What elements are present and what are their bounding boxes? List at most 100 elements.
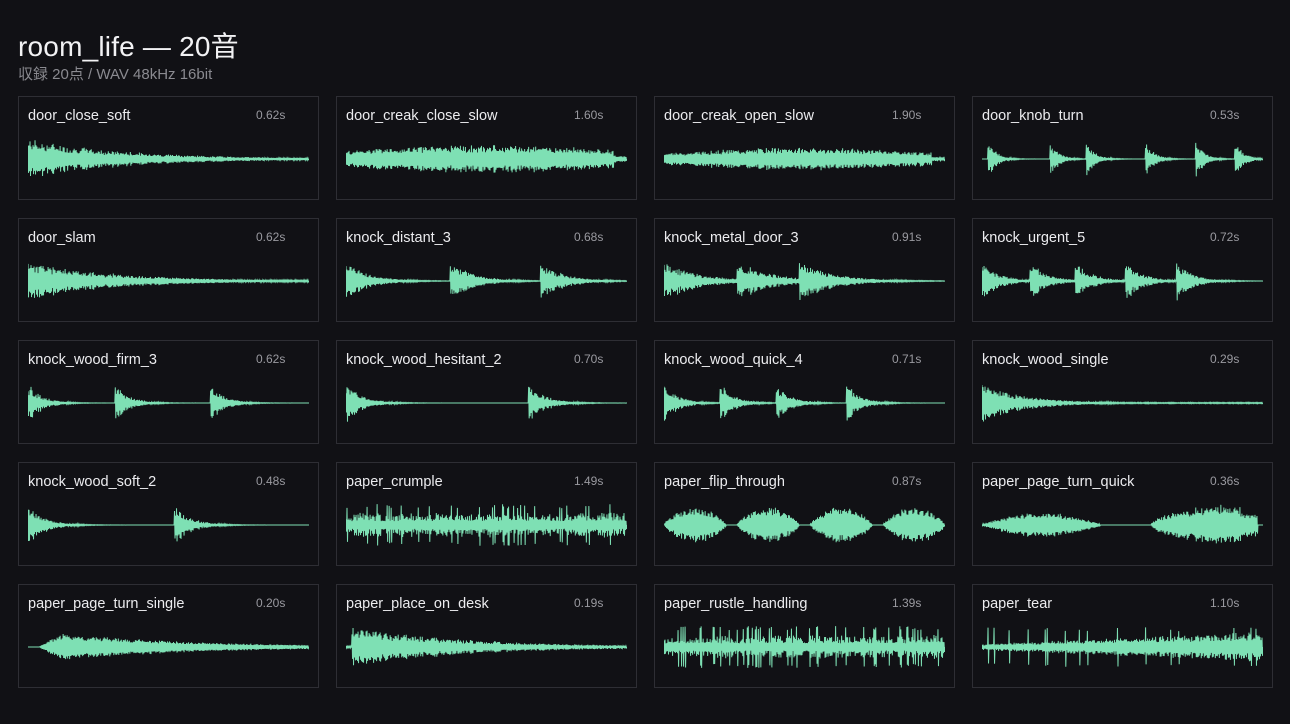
- sound-name: knock_metal_door_3: [664, 230, 799, 246]
- waveform-trace: [982, 627, 1263, 667]
- sound-duration: 0.62s: [256, 108, 286, 122]
- sound-card[interactable]: paper_crumple 1.49s: [336, 462, 637, 566]
- waveform: [346, 627, 627, 666]
- sound-card[interactable]: door_knob_turn 0.53s: [972, 96, 1273, 200]
- waveform-trace: [346, 627, 627, 666]
- sound-duration: 0.87s: [892, 474, 922, 488]
- waveform-trace: [28, 633, 309, 660]
- sound-card[interactable]: door_slam 0.62s: [18, 218, 319, 322]
- sound-card[interactable]: door_creak_close_slow 1.60s: [336, 96, 637, 200]
- sound-name: paper_place_on_desk: [346, 596, 489, 612]
- waveform: [346, 504, 627, 546]
- sound-duration: 0.29s: [1210, 352, 1240, 366]
- waveform-trace: [664, 386, 945, 421]
- waveform: [664, 386, 945, 421]
- sound-name: paper_flip_through: [664, 474, 785, 490]
- sound-name: door_knob_turn: [982, 108, 1084, 124]
- sound-card[interactable]: paper_flip_through 0.87s: [654, 462, 955, 566]
- sound-name: door_close_soft: [28, 108, 131, 124]
- sound-name: knock_wood_soft_2: [28, 474, 157, 490]
- waveform: [346, 265, 627, 298]
- sound-card[interactable]: door_close_soft 0.62s: [18, 96, 319, 200]
- sound-name: knock_urgent_5: [982, 230, 1086, 246]
- sound-name: door_slam: [28, 230, 96, 246]
- sound-duration: 0.72s: [1210, 230, 1240, 244]
- sound-duration: 1.90s: [892, 108, 922, 122]
- waveform-trace: [346, 504, 627, 546]
- sound-duration: 1.39s: [892, 596, 922, 610]
- sound-card[interactable]: paper_tear 1.10s: [972, 584, 1273, 688]
- sound-duration: 0.20s: [256, 596, 286, 610]
- sound-card[interactable]: paper_place_on_desk 0.19s: [336, 584, 637, 688]
- waveform-trace: [982, 385, 1263, 422]
- sound-duration: 0.62s: [256, 352, 286, 366]
- waveform: [982, 627, 1263, 667]
- sound-card[interactable]: knock_metal_door_3 0.91s: [654, 218, 955, 322]
- waveform: [664, 263, 945, 300]
- sound-name: knock_distant_3: [346, 230, 451, 246]
- waveform-trace: [664, 147, 945, 171]
- sound-name: paper_page_turn_single: [28, 596, 185, 612]
- sound-name: paper_rustle_handling: [664, 596, 808, 612]
- sound-card[interactable]: knock_wood_quick_4 0.71s: [654, 340, 955, 444]
- waveform: [982, 504, 1263, 544]
- waveform-trace: [664, 626, 945, 668]
- waveform: [28, 140, 309, 177]
- waveform-trace: [982, 263, 1263, 301]
- sound-name: paper_crumple: [346, 474, 443, 490]
- waveform: [28, 633, 309, 660]
- waveform-trace: [28, 508, 309, 542]
- page-subtitle: 収録 20点 / WAV 48kHz 16bit: [18, 66, 213, 83]
- waveform-trace: [346, 145, 627, 173]
- sound-duration: 0.62s: [256, 230, 286, 244]
- sound-duration: 0.91s: [892, 230, 922, 244]
- sound-duration: 0.68s: [574, 230, 604, 244]
- sound-card[interactable]: knock_wood_firm_3 0.62s: [18, 340, 319, 444]
- waveform: [982, 385, 1263, 422]
- waveform-trace: [982, 504, 1263, 544]
- page-title: room_life — 20音: [18, 31, 239, 62]
- waveform-trace: [28, 263, 309, 298]
- sound-card[interactable]: door_creak_open_slow 1.90s: [654, 96, 955, 200]
- sound-name: knock_wood_quick_4: [664, 352, 803, 368]
- sound-card[interactable]: knock_urgent_5 0.72s: [972, 218, 1273, 322]
- sound-duration: 1.49s: [574, 474, 604, 488]
- sound-duration: 0.53s: [1210, 108, 1240, 122]
- sound-card[interactable]: paper_page_turn_single 0.20s: [18, 584, 319, 688]
- waveform-trace: [346, 386, 627, 422]
- sound-card[interactable]: paper_page_turn_quick 0.36s: [972, 462, 1273, 566]
- sound-duration: 0.19s: [574, 596, 604, 610]
- sound-name: door_creak_close_slow: [346, 108, 498, 124]
- sound-duration: 0.36s: [1210, 474, 1240, 488]
- sound-card[interactable]: knock_wood_single 0.29s: [972, 340, 1273, 444]
- waveform-trace: [346, 265, 627, 298]
- waveform: [664, 147, 945, 171]
- waveform: [346, 386, 627, 422]
- waveform: [982, 263, 1263, 301]
- sound-duration: 1.60s: [574, 108, 604, 122]
- waveform: [28, 386, 309, 419]
- sound-name: paper_tear: [982, 596, 1053, 612]
- waveform: [982, 142, 1263, 177]
- sound-name: knock_wood_single: [982, 352, 1109, 368]
- sound-card[interactable]: knock_wood_soft_2 0.48s: [18, 462, 319, 566]
- waveform-trace: [664, 263, 945, 300]
- sound-card[interactable]: knock_distant_3 0.68s: [336, 218, 637, 322]
- waveform-trace: [28, 140, 309, 177]
- waveform: [664, 626, 945, 668]
- waveform-trace: [28, 386, 309, 419]
- sound-duration: 0.48s: [256, 474, 286, 488]
- sound-name: knock_wood_firm_3: [28, 352, 157, 368]
- sound-name: paper_page_turn_quick: [982, 474, 1135, 490]
- waveform-trace: [982, 142, 1263, 177]
- sound-card[interactable]: paper_rustle_handling 1.39s: [654, 584, 955, 688]
- sound-duration: 0.71s: [892, 352, 922, 366]
- sound-duration: 0.70s: [574, 352, 604, 366]
- waveform: [664, 507, 945, 543]
- waveform-trace: [664, 507, 945, 543]
- waveform: [28, 508, 309, 542]
- waveform: [28, 263, 309, 298]
- waveform: [346, 145, 627, 173]
- sound-duration: 1.10s: [1210, 596, 1240, 610]
- sound-card[interactable]: knock_wood_hesitant_2 0.70s: [336, 340, 637, 444]
